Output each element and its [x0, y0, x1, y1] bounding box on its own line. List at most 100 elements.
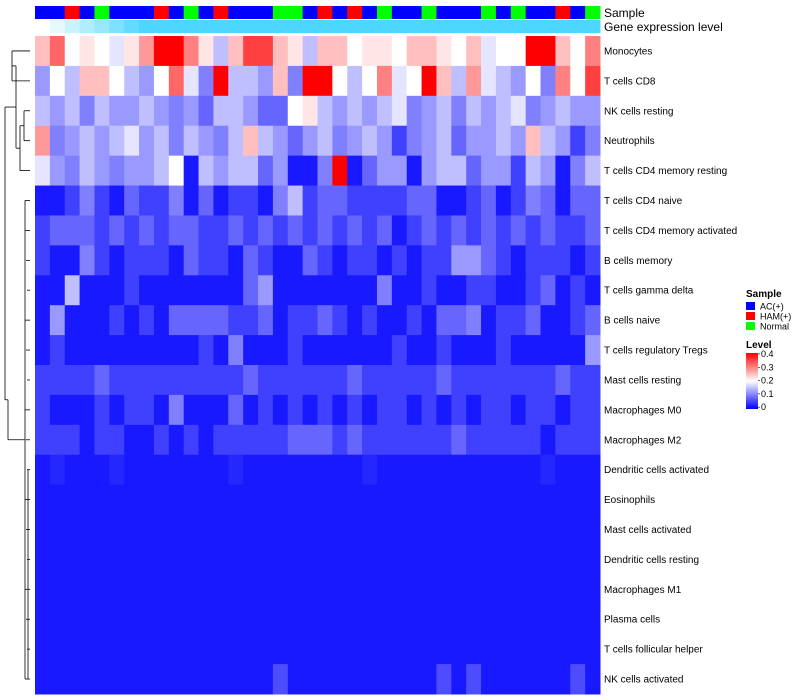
heatmap-cell — [124, 424, 140, 456]
heatmap-cell — [64, 634, 81, 665]
heatmap-cell — [49, 604, 66, 635]
heatmap-cell — [555, 305, 571, 336]
heatmap-cell — [317, 275, 333, 306]
heatmap-cell — [391, 95, 408, 127]
heatmap-cell — [243, 185, 259, 216]
heatmap-cell — [124, 664, 140, 695]
legend-level-ticks: 0.4 0.3 0.2 0.1 0 — [758, 349, 774, 412]
expression-cell — [495, 20, 512, 33]
heatmap-cell — [168, 454, 185, 486]
legend-entry-label: Normal — [760, 322, 789, 332]
heatmap-cell — [302, 604, 318, 635]
heatmap-cell — [332, 424, 348, 456]
heatmap-cell — [94, 65, 110, 97]
heatmap-cell — [317, 305, 333, 336]
heatmap-cell — [198, 95, 214, 127]
heatmap-cell — [585, 155, 601, 187]
heatmap-cell — [198, 634, 214, 665]
heatmap-cell — [317, 215, 333, 246]
heatmap-cell — [376, 394, 393, 426]
heatmap-cell — [272, 484, 289, 516]
heatmap-cell — [94, 454, 110, 486]
heatmap-cell — [570, 634, 586, 665]
heatmap-cell — [391, 424, 408, 456]
heatmap-cell — [213, 185, 229, 216]
heatmap-cell — [466, 215, 482, 246]
heatmap-cell — [436, 275, 452, 306]
heatmap-cell — [406, 305, 423, 336]
heatmap-cell — [243, 574, 259, 605]
heatmap-cell — [406, 574, 423, 605]
expression-cell — [525, 20, 542, 33]
heatmap-cell — [466, 604, 482, 635]
heatmap-cell — [109, 275, 125, 306]
expression-cell — [272, 20, 289, 33]
heatmap-cell — [421, 484, 437, 516]
heatmap-cell — [153, 604, 170, 635]
heatmap-cell — [555, 275, 571, 306]
heatmap-cell — [49, 634, 66, 665]
heatmap-cell — [406, 544, 423, 575]
heatmap-cell — [258, 394, 274, 426]
heatmap-cell — [243, 514, 259, 545]
heatmap-cell — [466, 305, 482, 336]
heatmap-cell — [198, 394, 214, 426]
heatmap-cell — [525, 335, 542, 366]
heatmap-cell — [466, 65, 482, 97]
heatmap-cell — [540, 394, 556, 426]
heatmap-cell — [213, 125, 229, 157]
heatmap-cell — [287, 215, 304, 246]
heatmap-cell — [317, 125, 333, 157]
heatmap-cell — [198, 454, 214, 486]
heatmap-cell — [198, 155, 214, 187]
heatmap-cell — [362, 36, 378, 67]
expression-cell — [436, 20, 452, 33]
heatmap-cell — [406, 245, 423, 276]
heatmap-cell — [376, 634, 393, 665]
expression-cell — [406, 20, 423, 33]
heatmap-cell — [183, 185, 200, 216]
heatmap-cell — [153, 365, 170, 396]
heatmap-cell — [79, 484, 95, 516]
heatmap-cell — [570, 95, 586, 127]
heatmap-cell — [49, 664, 66, 695]
heatmap-cell — [570, 245, 586, 276]
heatmap-cell — [124, 65, 140, 97]
heatmap-cell — [94, 155, 110, 187]
heatmap-cell — [153, 125, 170, 157]
heatmap-cell — [243, 275, 259, 306]
heatmap-cell — [213, 36, 229, 67]
heatmap-cell — [168, 394, 185, 426]
heatmap-cell — [525, 215, 542, 246]
heatmap-cell — [332, 245, 348, 276]
heatmap-cell — [406, 125, 423, 157]
expression-cell — [347, 20, 363, 33]
heatmap-cell — [35, 664, 51, 695]
heatmap-cell — [362, 155, 378, 187]
heatmap-cell — [540, 664, 556, 695]
heatmap-cell — [287, 424, 304, 456]
heatmap-cell — [495, 454, 512, 486]
heatmap-cell — [258, 514, 274, 545]
heatmap-cell — [272, 574, 289, 605]
heatmap-cell — [570, 394, 586, 426]
heatmap-cell — [79, 544, 95, 575]
heatmap-cell — [451, 365, 467, 396]
heatmap-cell — [302, 65, 318, 97]
row-label: T cells CD8 — [604, 76, 656, 87]
heatmap-cell — [362, 365, 378, 396]
row-label: B cells memory — [604, 256, 672, 267]
heatmap-cell — [540, 95, 556, 127]
heatmap-cell — [406, 65, 423, 97]
heatmap-cell — [481, 394, 497, 426]
heatmap-cell — [495, 424, 512, 456]
heatmap-cell — [258, 365, 274, 396]
heatmap-cell — [332, 335, 348, 366]
expression-cell — [391, 20, 408, 33]
heatmap-cell — [421, 185, 437, 216]
heatmap-cell — [525, 95, 542, 127]
sample-cell — [287, 6, 304, 19]
heatmap-cell — [510, 574, 527, 605]
heatmap-cell — [347, 365, 363, 396]
heatmap-cell — [510, 604, 527, 635]
